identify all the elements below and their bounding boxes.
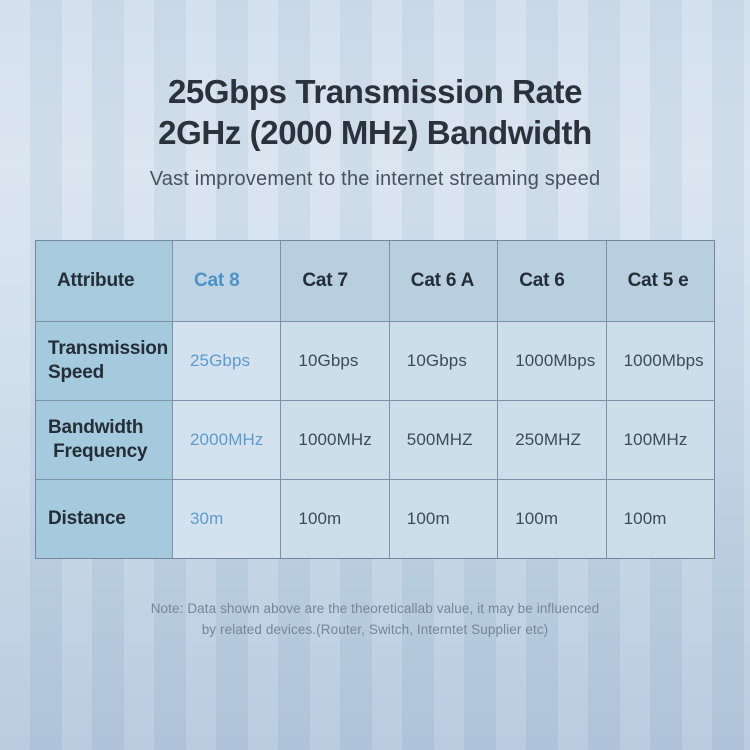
row-label-bandwidth-frequency: Bandwidth Frequency xyxy=(36,401,172,479)
col-header-cat6-label: Cat 6 xyxy=(519,270,565,291)
col-header-cat8: Cat 8 xyxy=(173,241,281,321)
col-header-cat5e-label: Cat 5 e xyxy=(627,270,689,291)
row-label-distance: Distance xyxy=(36,480,172,558)
value-bandwidth-frequency-cat8: 2000MHz xyxy=(190,430,264,449)
value-transmission-speed-cat6: 1000Mbps xyxy=(515,351,596,370)
note-line-1: Note: Data shown above are the theoretic… xyxy=(150,601,600,616)
value-distance-cat7: 100m xyxy=(298,509,342,528)
col-header-attribute: Attribute xyxy=(36,241,172,321)
col-header-cat6a-label: Cat 6 A xyxy=(410,270,475,291)
row-label-transmission-speed-text: Transmission Speed xyxy=(48,338,169,383)
cell-distance-cat5e: 100m xyxy=(606,480,714,558)
value-distance-cat8: 30m xyxy=(190,509,224,528)
cell-distance-cat6a: 100m xyxy=(389,480,498,558)
value-bandwidth-frequency-cat5e: 100MHz xyxy=(623,430,688,449)
cell-bandwidth-frequency-cat5e: 100MHz xyxy=(606,401,714,479)
col-header-cat8-label: Cat 8 xyxy=(194,270,240,291)
cell-bandwidth-frequency-cat8: 2000MHz xyxy=(173,401,281,479)
cell-distance-cat6: 100m xyxy=(498,480,606,558)
cell-transmission-speed-cat7: 10Gbps xyxy=(281,322,389,400)
hero-section: 25Gbps Transmission Rate 2GHz (2000 MHz)… xyxy=(0,71,750,191)
value-bandwidth-frequency-cat6: 250MHZ xyxy=(515,430,581,449)
col-header-cat5e: Cat 5 e xyxy=(606,241,714,321)
row-label-distance-text: Distance xyxy=(48,508,126,529)
value-transmission-speed-cat8: 25Gbps xyxy=(190,351,251,370)
cell-distance-cat8: 30m xyxy=(173,480,281,558)
row-label-bandwidth-frequency-text: Bandwidth Frequency xyxy=(48,417,148,462)
page-title: 25Gbps Transmission Rate 2GHz (2000 MHz)… xyxy=(0,71,750,153)
value-bandwidth-frequency-cat7: 1000MHz xyxy=(298,430,372,449)
comparison-table: Attribute Cat 8 Cat 7 Cat 6 A Cat 6 Cat … xyxy=(35,240,715,559)
cell-bandwidth-frequency-cat6a: 500MHZ xyxy=(389,401,498,479)
page-subtitle: Vast improvement to the internet streami… xyxy=(149,168,601,190)
title-line-1: 25Gbps Transmission Rate xyxy=(167,73,583,110)
value-transmission-speed-cat7: 10Gbps xyxy=(298,351,359,370)
value-distance-cat6a: 100m xyxy=(406,509,450,528)
col-header-cat7-label: Cat 7 xyxy=(302,270,348,291)
cell-transmission-speed-cat6: 1000Mbps xyxy=(498,322,606,400)
value-distance-cat6: 100m xyxy=(515,509,559,528)
cell-bandwidth-frequency-cat7: 1000MHz xyxy=(281,401,389,479)
cell-distance-cat7: 100m xyxy=(281,480,389,558)
value-bandwidth-frequency-cat6a: 500MHZ xyxy=(406,430,473,449)
col-header-cat6a: Cat 6 A xyxy=(389,241,498,321)
col-header-cat7: Cat 7 xyxy=(281,241,389,321)
cell-bandwidth-frequency-cat6: 250MHZ xyxy=(498,401,606,479)
col-header-attribute-label: Attribute xyxy=(57,270,135,291)
row-label-transmission-speed: Transmission Speed xyxy=(36,322,172,400)
cell-transmission-speed-cat5e: 1000Mbps xyxy=(606,322,714,400)
cell-transmission-speed-cat8: 25Gbps xyxy=(173,322,281,400)
col-header-cat6: Cat 6 xyxy=(498,241,606,321)
cell-transmission-speed-cat6a: 10Gbps xyxy=(389,322,498,400)
value-distance-cat5e: 100m xyxy=(623,509,667,528)
value-transmission-speed-cat6a: 10Gbps xyxy=(406,351,467,370)
note-line-2: by related devices.(Router, Switch, Inte… xyxy=(201,622,549,637)
title-line-2: 2GHz (2000 MHz) Bandwidth xyxy=(158,114,592,151)
value-transmission-speed-cat5e: 1000Mbps xyxy=(623,351,704,370)
note-text: Note: Data shown above are the theoretic… xyxy=(0,598,750,640)
